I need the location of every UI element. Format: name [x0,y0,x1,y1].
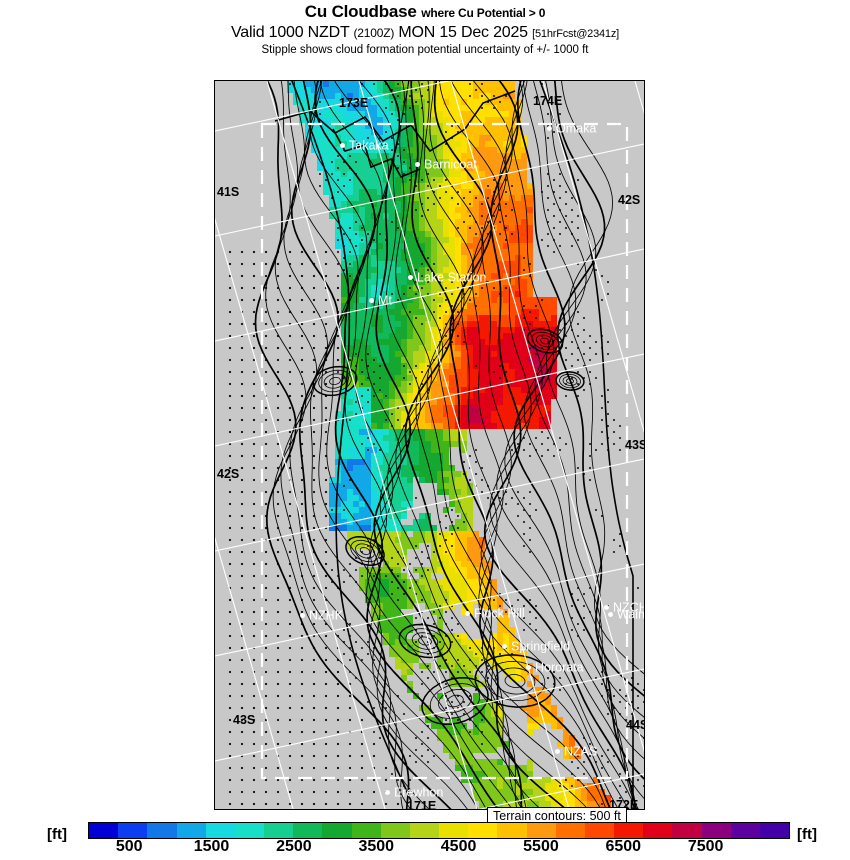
station-marker: NZAS [555,745,597,758]
colorbar-swatch [234,823,265,838]
station-label: NZHK [309,608,344,623]
colorbar-swatch [759,823,790,838]
grid-label: 174E [533,94,563,108]
colorbar-swatch [614,823,644,838]
grid-label: 43S [233,713,256,727]
station-label: Springfield [511,639,571,654]
colorbar-swatch [176,823,206,838]
grid-label: 41S [217,185,240,199]
station-dot-icon [604,605,609,611]
station-dot-icon [555,749,560,755]
colorbar-tick: 6500 [605,838,642,855]
colorbar-swatch [526,823,556,838]
colorbar-units-right: [ft] [797,826,817,843]
colorbar-swatch [468,823,498,838]
station-label: NZCH [613,600,645,615]
grid-label: 172E [609,798,639,810]
stipple-note: Stipple shows cloud formation potential … [261,44,589,56]
valid-date: MON 15 Dec 2025 [398,24,528,41]
station-dot-icon [547,126,552,132]
grid-label: 42S [618,193,641,207]
station-label: Omaka [556,121,597,136]
grid-label: 42S [217,467,240,481]
station-marker: Hororata [526,661,584,674]
station-dot-icon [385,790,390,796]
colorbar-swatch [380,823,410,838]
colorbar-swatch [643,823,673,838]
title-block: Cu Cloudbase where Cu Potential > 0 Vali… [0,2,850,56]
colorbar-swatch [730,823,760,838]
forecast-stamp: [51hrFcst@2341z] [532,28,619,40]
colorbar-swatch [322,823,352,838]
colorbar-swatch [584,823,615,838]
map-panel[interactable]: 173E 174E 172E 171E 41S 42S 43S 42S 43S 44S Takak… [214,80,645,810]
station-dot-icon [526,665,531,671]
colorbar-tick: 2500 [276,838,312,855]
station-dot-icon [465,611,470,617]
title-main: Cu Cloudbase [304,2,417,21]
cloudbase-heatmap [215,81,644,809]
station-marker: Flock Hill [465,607,525,620]
station-marker: NZHK [300,609,343,622]
colorbar-swatch [147,823,177,838]
colorbar: [ft] [ft] 500 1500 2500 3500 4500 5500 6500 750… [0,822,850,860]
station-marker: Erewhon [385,786,443,799]
colorbar-swatches [88,822,790,839]
colorbar-swatch [672,823,702,838]
colorbar-tick: 500 [115,838,143,855]
colorbar-swatch [497,823,527,838]
colorbar-swatch [118,823,148,838]
colorbar-tick: 4500 [440,838,477,855]
colorbar-tick: 7500 [687,838,724,855]
colorbar-swatch [351,823,381,838]
station-dot-icon [369,298,374,304]
valid-time-line: Valid 1000 NZDT (2100Z) MON 15 Dec 2025 … [0,24,850,42]
page-title: Cu Cloudbase where Cu Potential > 0 [0,2,850,22]
station-marker: Omaka [547,122,596,135]
colorbar-tick: 5500 [523,838,559,855]
grid-label: 43S [625,438,644,452]
station-marker: Barnicoat [415,158,477,171]
title-main-suffix: where Cu Potential > 0 [421,6,546,20]
station-dot-icon [340,143,345,149]
station-dot-icon [502,644,507,650]
colorbar-swatch [264,823,294,838]
valid-local: Valid 1000 NZDT [231,24,350,41]
station-marker: NZCH [604,600,645,615]
station-marker: Lake Station [408,271,487,284]
colorbar-swatch [293,823,323,838]
station-marker: Springfield [502,640,570,653]
colorbar-swatch [205,823,235,838]
station-marker: Waimak [608,607,644,622]
station-label: Flock Hill [474,606,525,621]
station-label: NZAS [564,744,598,759]
station-dot-icon [415,162,420,168]
colorbar-tick: 1500 [193,838,230,855]
station-label: Lake Station [417,270,487,285]
station-label: Takaka [349,138,389,153]
valid-utc: (2100Z) [353,26,395,40]
station-dot-icon [300,613,305,619]
station-dot-icon [408,275,413,281]
grid-label: 44S [626,718,644,732]
colorbar-units-left: [ft] [47,826,67,843]
station-label: Waimak [617,607,644,622]
colorbar-swatch [701,823,731,838]
station-dot-icon [608,612,613,618]
station-marker: Takaka [340,139,389,152]
colorbar-tick: 3500 [358,838,395,855]
colorbar-swatch [89,823,119,838]
station-label: Erewhon [394,785,444,800]
colorbar-tick-labels: 500 1500 2500 3500 4500 5500 6500 7500 [88,838,788,860]
station-label: Barnicoat [424,157,477,172]
station-label: Hororata [535,660,584,675]
grid-label: 173E [339,96,369,110]
station-label: Mt [378,293,392,308]
colorbar-swatch [409,823,440,838]
grid-label: 171E [407,799,437,810]
colorbar-swatch [439,823,469,838]
station-marker: Mt [369,294,392,307]
colorbar-swatch [555,823,585,838]
